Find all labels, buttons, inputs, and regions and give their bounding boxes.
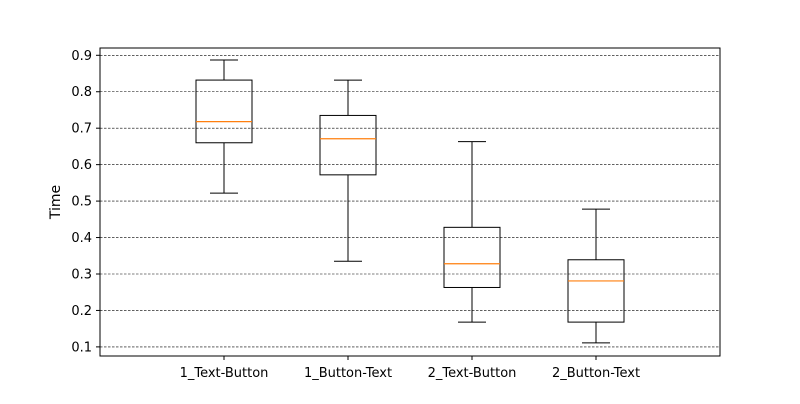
x-axis-ticks: 1_Text-Button 1_Button-Text 2_Text-Button 2… <box>180 356 640 381</box>
y-axis-label: Time <box>48 185 64 220</box>
box-group <box>319 79 377 262</box>
x-tick-label: 2_Text-Button <box>428 366 517 381</box>
x-tick-label: 1_Text-Button <box>180 366 269 381</box>
y-tick-label: 0.1 <box>71 340 92 355</box>
x-tick-label: 2_Button-Text <box>552 366 640 381</box>
y-tick-label: 0.7 <box>71 122 92 137</box>
grid-lines <box>100 54 720 348</box>
y-tick-label: 0.5 <box>71 195 92 210</box>
box-series <box>195 59 625 344</box>
x-tick-label: 1_Button-Text <box>304 366 392 381</box>
y-tick-label: 0.9 <box>71 49 92 64</box>
y-tick-label: 0.2 <box>71 304 92 319</box>
box-iqr <box>567 259 625 323</box>
y-tick-label: 0.6 <box>71 158 92 173</box>
box-iqr <box>195 79 253 144</box>
box-group <box>567 208 625 344</box>
plot-area-frame <box>99 47 721 357</box>
y-tick-label: 0.8 <box>71 85 92 100</box>
box-group <box>443 141 501 323</box>
box-group <box>195 59 253 194</box>
y-tick-label: 0.4 <box>71 231 92 246</box>
box-iqr <box>319 114 377 176</box>
y-axis-ticks: 0.1 0.2 0.3 0.4 0.5 0.6 0.7 0.8 0.9 <box>71 49 100 355</box>
y-tick-label: 0.3 <box>71 267 92 282</box>
box-iqr <box>443 226 501 288</box>
